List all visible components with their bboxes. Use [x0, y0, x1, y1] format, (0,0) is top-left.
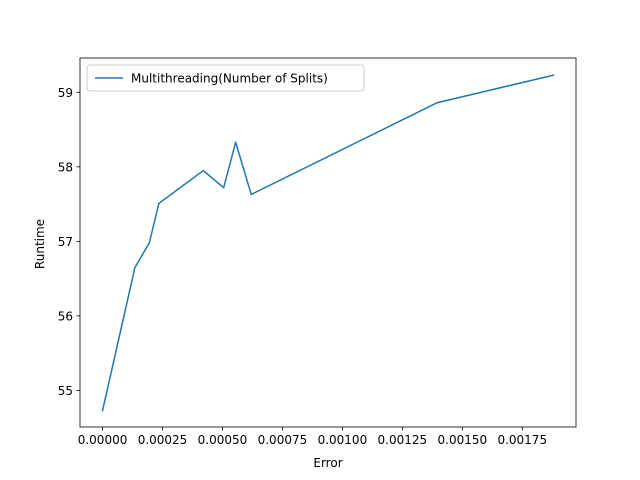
- y-tick-label: 57: [58, 235, 73, 249]
- y-tick-label: 55: [58, 384, 73, 398]
- x-tick-label: 0.00175: [497, 433, 547, 447]
- legend: Multithreading(Number of Splits): [86, 64, 365, 92]
- legend-label-1: Multithreading(Number of Splits): [131, 72, 328, 86]
- legend-box: [86, 64, 365, 92]
- y-tick-label: 59: [58, 86, 73, 100]
- x-tick-label: 0.00150: [438, 433, 488, 447]
- plot-area: [101, 74, 555, 412]
- axes-frame: [79, 57, 577, 428]
- y-tick-label: 58: [58, 160, 73, 174]
- series-line-1: [101, 74, 555, 412]
- y-tick-label: 56: [58, 309, 73, 323]
- x-tick-label: 0.00125: [378, 433, 428, 447]
- x-tick-label: 0.00050: [198, 433, 248, 447]
- axes: 0.00000 0.00025 0.00050 0.00075 0.00100 0.001…: [58, 57, 577, 447]
- x-tick-label: 0.00075: [258, 433, 308, 447]
- x-tick-label: 0.00100: [318, 433, 368, 447]
- x-tick-label: 0.00025: [138, 433, 188, 447]
- x-axis-label: Error: [313, 456, 342, 470]
- x-tick-label: 0.00000: [78, 433, 128, 447]
- y-axis-label: Runtime: [33, 219, 47, 269]
